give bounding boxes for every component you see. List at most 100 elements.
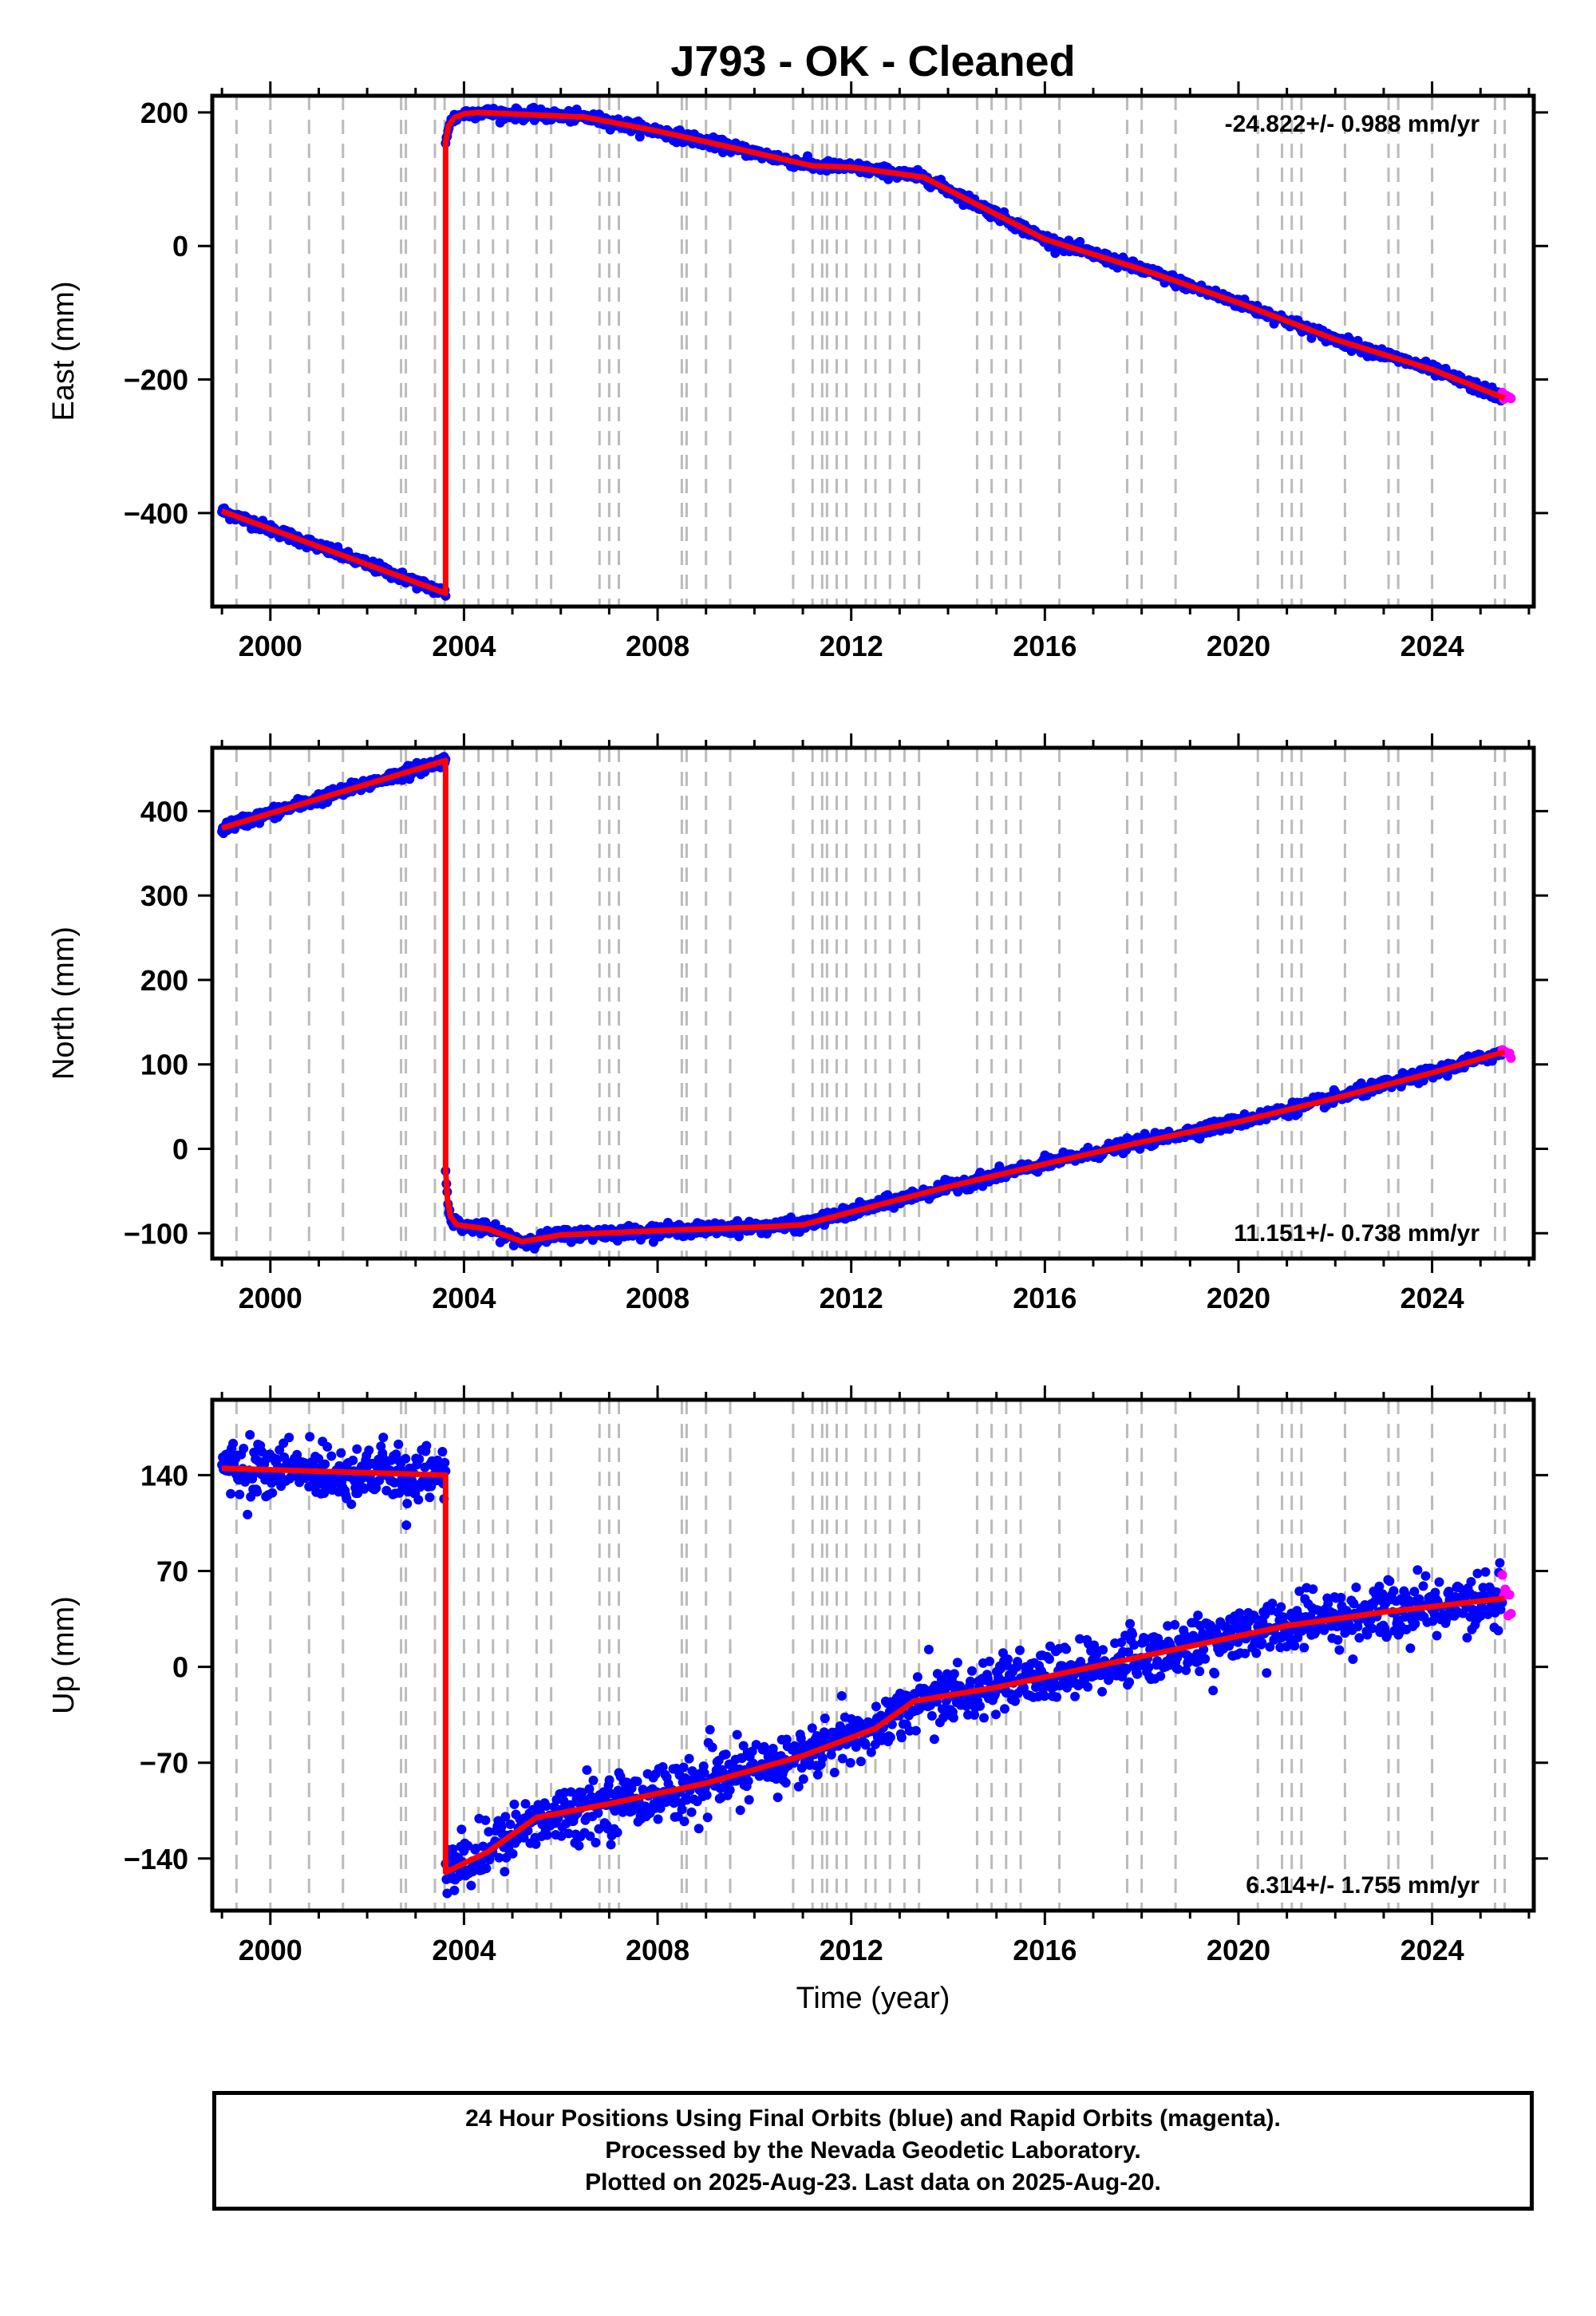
final-point <box>541 1801 551 1811</box>
final-point <box>613 1785 623 1796</box>
final-point <box>1265 1642 1275 1652</box>
final-point <box>705 1725 715 1735</box>
final-point <box>966 1676 975 1686</box>
final-point <box>292 1449 302 1460</box>
final-point <box>584 1784 595 1794</box>
final-point <box>1052 1692 1062 1702</box>
final-point <box>226 1488 236 1499</box>
final-point <box>887 1719 897 1729</box>
final-point <box>1061 1644 1072 1654</box>
final-point <box>542 1830 552 1840</box>
x-tick-label: 2004 <box>432 1282 496 1314</box>
final-point <box>252 1487 263 1497</box>
x-tick-label: 2016 <box>1013 630 1077 662</box>
final-point <box>885 1732 895 1742</box>
y-tick-label: −200 <box>124 364 188 397</box>
x-tick-label: 2012 <box>820 630 883 662</box>
final-point <box>456 1824 467 1835</box>
final-point <box>780 1777 791 1788</box>
final-point <box>789 1741 800 1751</box>
final-point <box>1045 1654 1054 1664</box>
final-point <box>272 1454 282 1464</box>
final-point <box>1306 1611 1316 1622</box>
final-point <box>484 1827 494 1837</box>
final-point <box>442 1888 452 1899</box>
final-point <box>1257 1638 1267 1648</box>
final-point <box>1163 1621 1173 1631</box>
final-point <box>425 1492 435 1503</box>
final-point <box>1124 1647 1134 1658</box>
final-point <box>1290 1641 1300 1651</box>
final-point <box>929 1734 939 1745</box>
final-point <box>684 1753 694 1764</box>
final-point <box>991 1709 1001 1720</box>
final-point <box>1348 1654 1358 1664</box>
final-point <box>693 1824 704 1834</box>
final-point <box>566 1787 576 1797</box>
event-lines <box>235 96 1507 607</box>
final-point <box>1353 1622 1363 1632</box>
final-point <box>985 1656 994 1666</box>
final-point <box>421 1441 432 1451</box>
x-tick-label: 2016 <box>1013 1282 1077 1314</box>
final-point <box>820 1713 830 1724</box>
y-tick-label: 200 <box>140 97 188 129</box>
final-point <box>983 1674 993 1684</box>
figure-title: J793 - OK - Cleaned <box>670 38 1075 85</box>
final-point <box>463 1840 473 1851</box>
final-point <box>494 1852 504 1863</box>
final-point <box>658 1762 668 1772</box>
final-point <box>837 1753 847 1764</box>
y-axis-label: East (mm) <box>47 281 81 421</box>
final-point <box>1334 1645 1345 1655</box>
final-point <box>414 1454 425 1464</box>
final-point <box>949 1669 959 1679</box>
plot-frame <box>210 93 1536 609</box>
final-point <box>471 1844 481 1854</box>
y-tick-label: −400 <box>124 497 188 530</box>
final-point <box>563 1828 574 1839</box>
final-point <box>735 1805 745 1816</box>
final-point <box>531 1839 541 1849</box>
final-point <box>496 1822 507 1832</box>
final-point <box>1140 1634 1151 1644</box>
y-tick-label: −100 <box>124 1217 188 1250</box>
final-point <box>1098 1645 1108 1655</box>
final-point <box>772 1792 783 1803</box>
final-point <box>732 1729 742 1740</box>
final-point <box>681 1795 692 1805</box>
final-point <box>437 1447 448 1456</box>
final-point <box>698 1761 709 1772</box>
final-point <box>352 1444 362 1454</box>
final-point <box>1173 1664 1183 1674</box>
panel-north: 2000 2004 2008 2012 2016 2020 2024−10001002003… <box>47 733 1548 1314</box>
event-lines <box>235 748 1507 1259</box>
final-point <box>1040 1691 1049 1701</box>
final-point <box>319 1488 330 1498</box>
final-point <box>235 1489 245 1500</box>
final-point <box>1019 1683 1029 1693</box>
final-point <box>990 1690 1000 1699</box>
final-point <box>588 1775 598 1785</box>
final-point <box>943 1681 954 1691</box>
final-point <box>480 1815 491 1825</box>
panel-up: 2000 2004 2008 2012 2016 2020 2024−140−7007014… <box>47 1385 1548 2015</box>
final-point <box>699 1768 709 1778</box>
final-point <box>326 1451 337 1461</box>
rapid-point <box>1506 1053 1516 1063</box>
final-point <box>1132 1669 1143 1679</box>
final-point <box>245 1429 255 1440</box>
final-point <box>851 1742 861 1752</box>
final-point <box>606 1840 616 1850</box>
final-point <box>967 1666 977 1676</box>
y-tick-label: 300 <box>140 879 188 912</box>
final-point <box>1128 1629 1138 1639</box>
panel-east: 2000 2004 2008 2012 2016 2020 2024−400−2000200… <box>47 81 1548 662</box>
x-tick-label: 2020 <box>1207 630 1270 662</box>
final-point <box>1000 1704 1009 1714</box>
final-point <box>239 1444 249 1453</box>
x-tick-label: 2024 <box>1400 630 1464 662</box>
final-point <box>1297 1626 1307 1636</box>
final-point <box>1129 1640 1140 1650</box>
